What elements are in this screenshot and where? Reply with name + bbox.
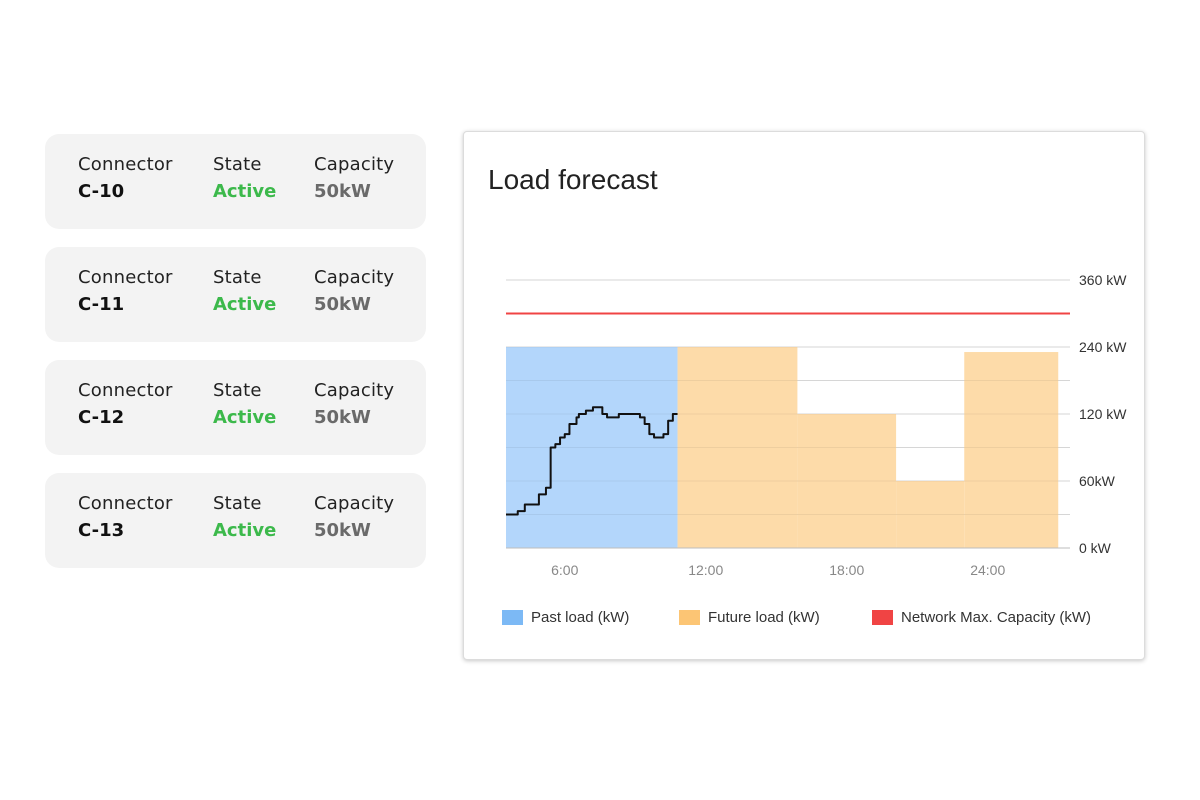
y-tick-label: 360 kW (1079, 272, 1127, 288)
state-label: State (213, 267, 262, 288)
future-load-bar (896, 481, 965, 548)
capacity-value: 50kW (314, 294, 371, 315)
load-forecast-chart: 0 kW 60kW 120 kW 240 kW 360 kW 6:00 12:00 18:00… (506, 272, 1127, 578)
capacity-value: 50kW (314, 520, 371, 541)
capacity-label: Capacity (314, 380, 395, 401)
connector-label: Connector (78, 493, 173, 514)
connector-label: Connector (78, 267, 173, 288)
connector-card[interactable]: Connector C-11 State Active Capacity 50kW (45, 247, 426, 342)
y-tick-label: 60kW (1079, 473, 1116, 489)
connector-card[interactable]: Connector C-13 State Active Capacity 50kW (45, 473, 426, 568)
state-value: Active (213, 520, 277, 541)
panel-title: Load forecast (488, 164, 658, 195)
legend-label-future: Future load (kW) (708, 609, 820, 626)
legend-label-network: Network Max. Capacity (kW) (901, 609, 1092, 626)
connector-column: Connector C-11 (78, 267, 173, 315)
state-value: Active (213, 181, 277, 202)
capacity-value: 50kW (314, 407, 371, 428)
load-forecast-panel: Load forecast 0 kW 60kW 120 kW 240 kW 360 kW… (463, 131, 1145, 660)
legend-network-capacity: Network Max. Capacity (kW) (872, 609, 1091, 626)
x-tick-label: 6:00 (551, 562, 578, 578)
state-column: State Active (213, 154, 276, 202)
future-load-bar (964, 352, 1059, 548)
connector-card[interactable]: Connector C-10 State Active Capacity 50kW (45, 134, 426, 229)
capacity-label: Capacity (314, 493, 395, 514)
state-column: State Active (213, 267, 276, 315)
state-label: State (213, 154, 262, 175)
x-tick-label: 18:00 (829, 562, 864, 578)
future-load-bar (677, 347, 798, 548)
state-value: Active (213, 294, 277, 315)
capacity-label: Capacity (314, 267, 395, 288)
legend-swatch-future (679, 610, 700, 625)
capacity-label: Capacity (314, 154, 395, 175)
y-tick-label: 240 kW (1079, 339, 1127, 355)
legend-swatch-network (872, 610, 893, 625)
connector-id: C-11 (78, 294, 125, 315)
capacity-value: 50kW (314, 181, 371, 202)
legend-label-past: Past load (kW) (531, 609, 630, 626)
capacity-column: Capacity 50kW (314, 493, 394, 541)
legend-swatch-past (502, 610, 523, 625)
state-column: State Active (213, 493, 276, 541)
connector-card[interactable]: Connector C-12 State Active Capacity 50kW (45, 360, 426, 455)
capacity-column: Capacity 50kW (314, 380, 394, 428)
y-tick-label: 120 kW (1079, 406, 1127, 422)
connector-label: Connector (78, 154, 173, 175)
connector-label: Connector (78, 380, 173, 401)
legend-future-load: Future load (kW) (679, 609, 820, 626)
y-tick-label: 0 kW (1079, 540, 1112, 556)
x-tick-label: 12:00 (688, 562, 723, 578)
state-label: State (213, 380, 262, 401)
capacity-column: Capacity 50kW (314, 154, 394, 202)
past-load-line (506, 406, 678, 516)
legend-past-load: Past load (kW) (502, 609, 629, 626)
connector-id: C-13 (78, 520, 125, 541)
connector-id: C-12 (78, 407, 125, 428)
connector-id: C-10 (78, 181, 125, 202)
connector-column: Connector C-10 (78, 154, 173, 202)
x-tick-label: 24:00 (970, 562, 1005, 578)
connector-column: Connector C-12 (78, 380, 173, 428)
state-value: Active (213, 407, 277, 428)
connector-column: Connector C-13 (78, 493, 173, 541)
future-load-bar (797, 414, 897, 548)
state-column: State Active (213, 380, 276, 428)
past-load-area (506, 347, 678, 548)
capacity-column: Capacity 50kW (314, 267, 394, 315)
state-label: State (213, 493, 262, 514)
